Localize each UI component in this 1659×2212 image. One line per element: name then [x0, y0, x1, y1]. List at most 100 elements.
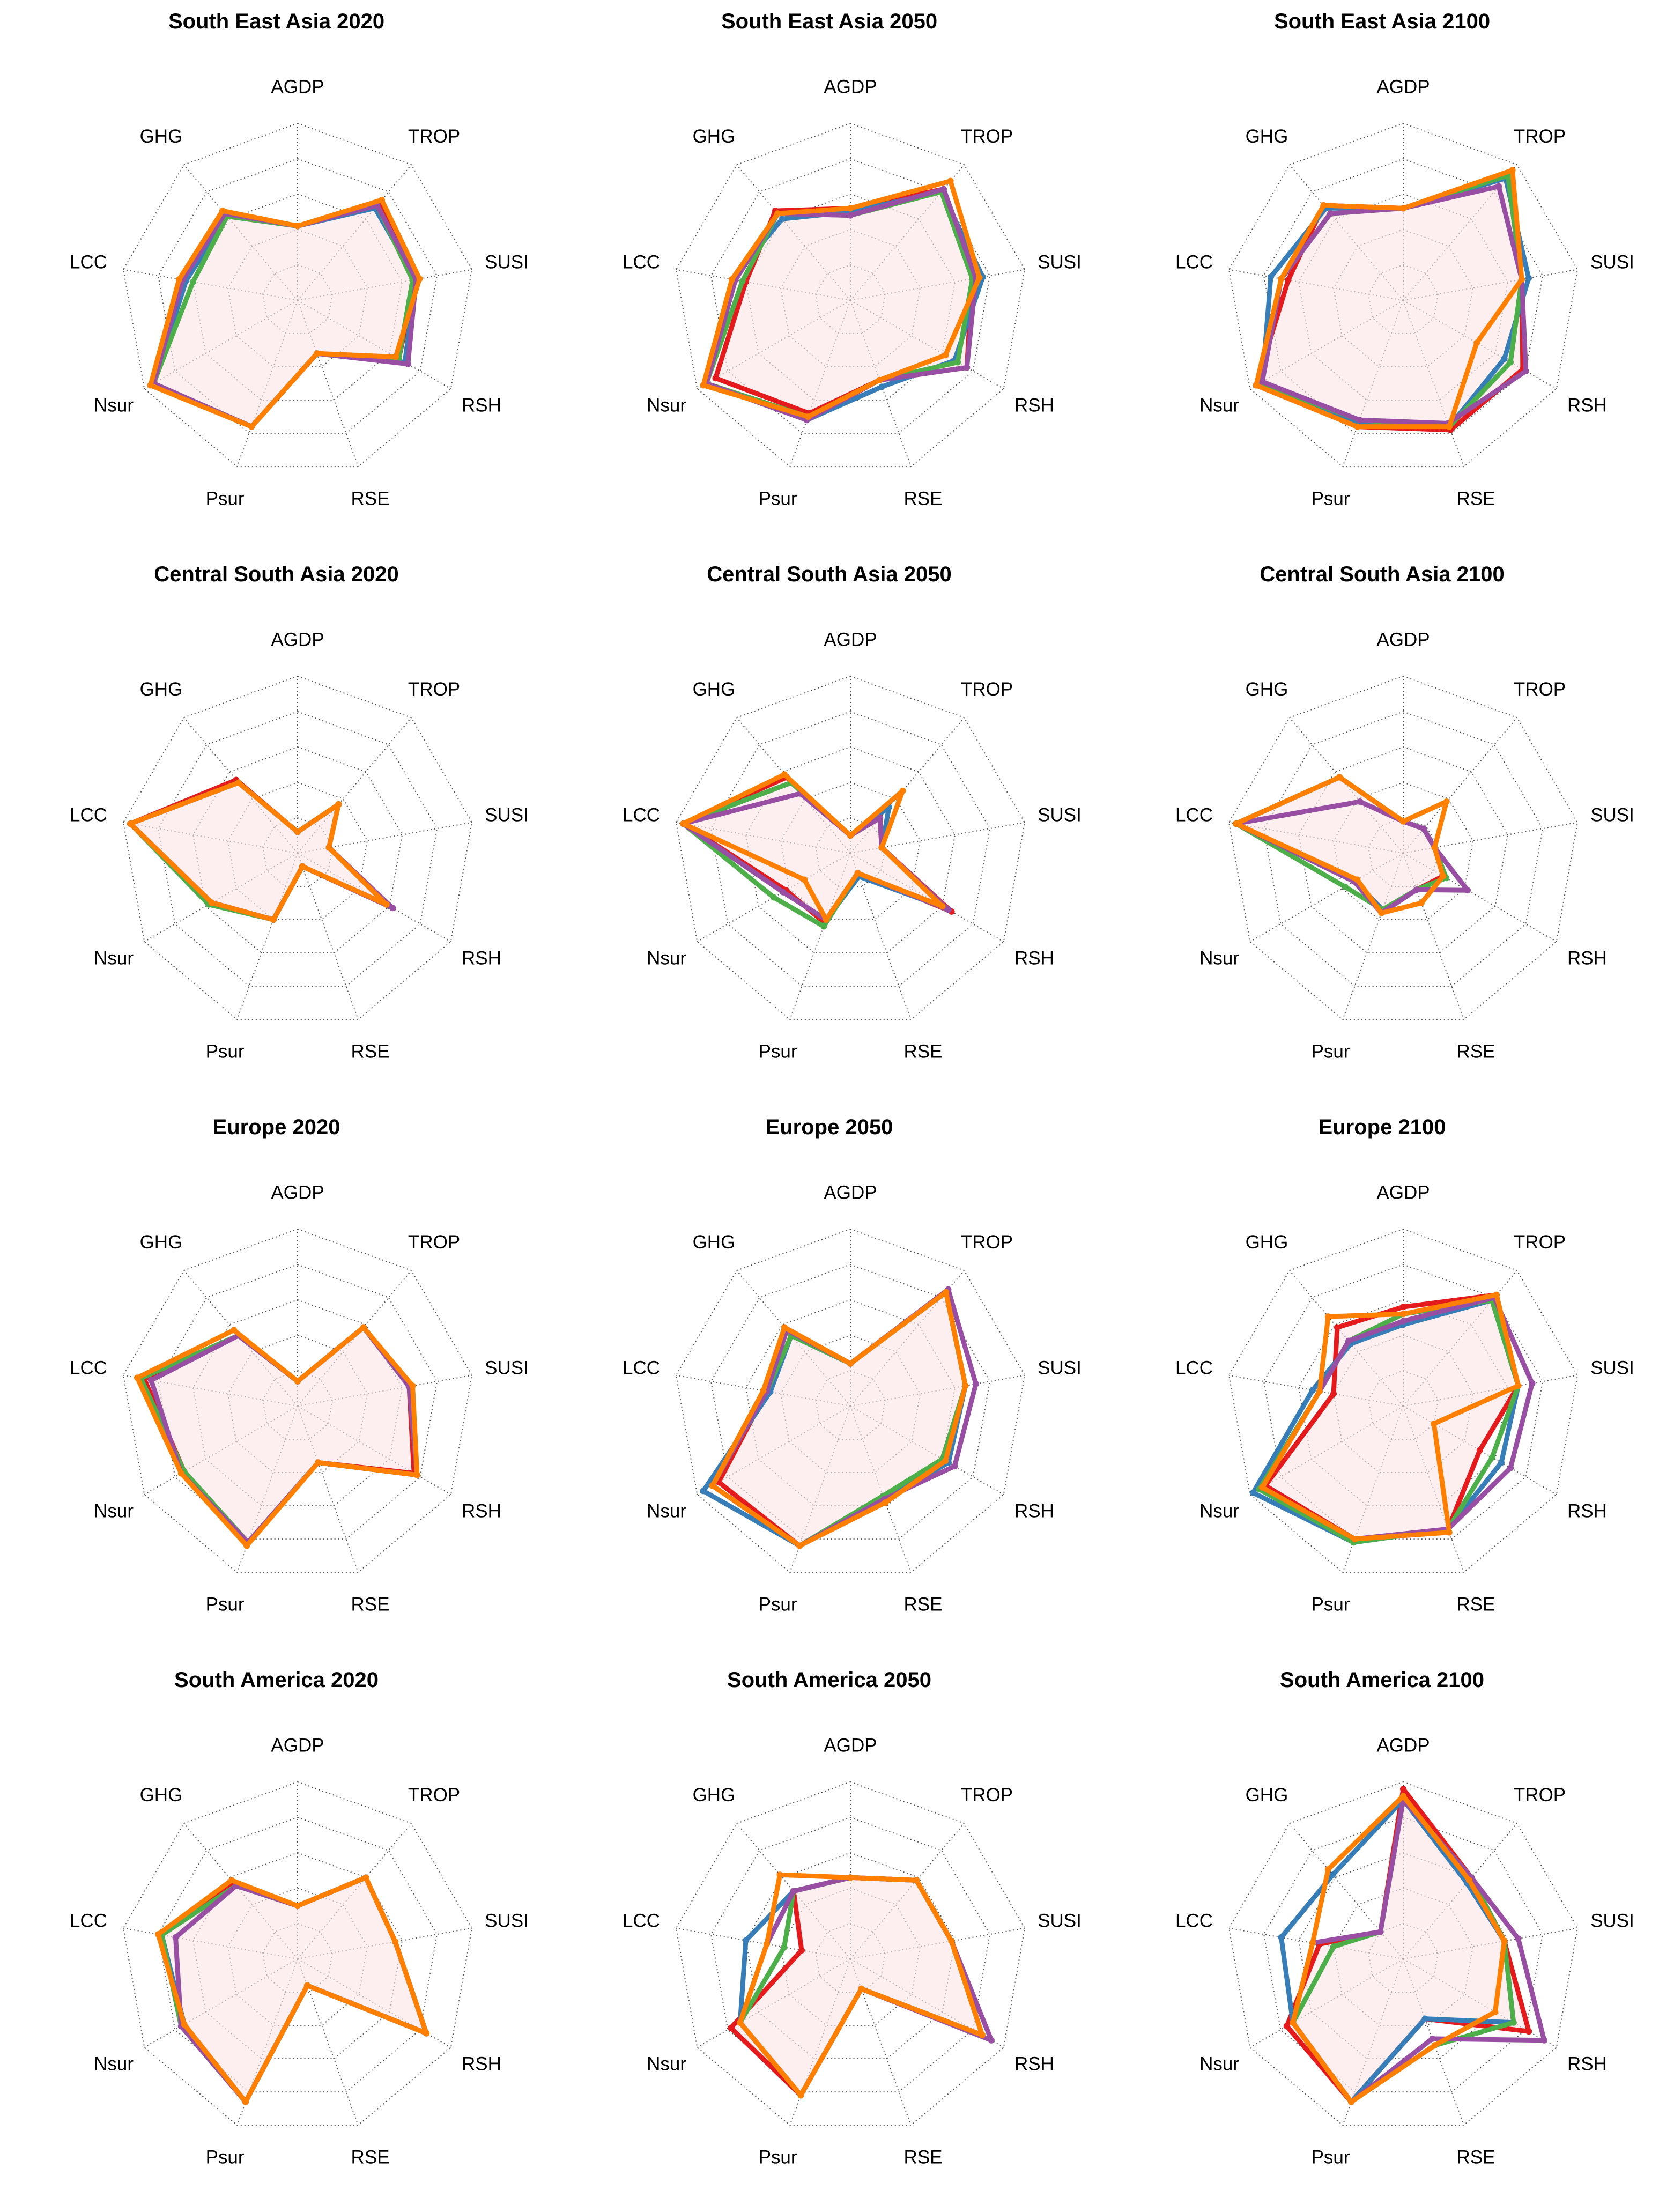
grid-ring [122, 1228, 473, 1573]
axis-label: Nsur [647, 948, 686, 968]
data-point [1400, 1311, 1406, 1318]
grid-spoke [297, 300, 359, 467]
axis-label: RSE [351, 1041, 389, 1062]
data-point [847, 1874, 854, 1881]
data-point [1354, 423, 1361, 430]
axis-label: RSH [1014, 395, 1054, 416]
axis-label: TROP [961, 679, 1013, 700]
axis-label: AGDP [1376, 1735, 1430, 1756]
data-point [1431, 2042, 1438, 2049]
radar-panel: Central South Asia 2020 AGDP TROP SUSI RSH RS… [0, 553, 553, 1106]
data-point [709, 1482, 716, 1489]
axis-label: Psur [206, 488, 245, 509]
series-line [148, 197, 422, 430]
area-fill [719, 1292, 966, 1546]
data-point [878, 383, 885, 390]
data-point [796, 1542, 803, 1549]
data-point [1283, 2023, 1290, 2030]
grid-spoke [183, 717, 298, 854]
data-point [1515, 1382, 1522, 1389]
data-point [1510, 2019, 1517, 2026]
data-point [962, 1382, 969, 1389]
data-point [1540, 2037, 1547, 2044]
series-line [1233, 799, 1470, 916]
data-point [1400, 1786, 1406, 1793]
data-point [942, 352, 949, 359]
grid-spoke [1289, 717, 1404, 854]
panel-title: Central South Asia 2050 [707, 563, 952, 586]
data-point [847, 205, 854, 212]
axis-label: AGDP [824, 1735, 877, 1756]
axis-label: RSE [351, 2147, 389, 2167]
panel-title: Europe 2020 [212, 1115, 340, 1139]
data-point [972, 1380, 979, 1387]
grid-ring [675, 675, 1026, 1020]
radar-panel: South America 2020 AGDP TROP SUSI RSH RSE Psur… [0, 1659, 553, 2211]
data-point [1316, 1388, 1323, 1395]
data-point [804, 413, 811, 420]
radar-plot: AGDP TROP SUSI RSH RSE Psur Nsur LCC GHG [623, 1735, 1082, 2167]
axis-label: SUSI [485, 1910, 529, 1931]
radar-panel: Central South Asia 2100 AGDP TROP SUSI RSH RS… [1106, 553, 1658, 1106]
axis-label: TROP [408, 1785, 460, 1806]
data-point [1495, 183, 1502, 190]
data-point [1507, 359, 1514, 366]
data-point [1325, 1313, 1332, 1320]
data-point [964, 364, 971, 371]
axis-label: LCC [623, 1357, 660, 1378]
axis-label: TROP [1514, 679, 1566, 700]
grid-ring [1263, 711, 1544, 987]
axis-label: AGDP [824, 76, 877, 97]
data-point [242, 2098, 249, 2105]
data-point [294, 828, 301, 835]
grid-ring [262, 817, 334, 887]
radar-panel: Europe 2020 AGDP TROP SUSI RSH RSE Psur Nsur LCC… [0, 1106, 553, 1659]
grid-spoke [297, 1927, 472, 1959]
grid-spoke [850, 1927, 1025, 1959]
data-point [847, 1360, 854, 1367]
data-point [208, 899, 215, 906]
axis-label: Nsur [647, 2053, 686, 2074]
grid-ring [675, 122, 1026, 468]
grid-ring [710, 158, 991, 434]
grid-spoke [850, 300, 912, 467]
series-line [128, 780, 389, 922]
series-line [1260, 1292, 1521, 1542]
grid-spoke [676, 1927, 851, 1959]
axis-label: SUSI [1038, 804, 1082, 825]
data-point [877, 815, 884, 822]
axis-label: TROP [408, 1232, 460, 1253]
grid-spoke [850, 300, 1004, 389]
axis-label: LCC [623, 251, 660, 272]
axis-label: SUSI [1590, 251, 1634, 272]
data-point [945, 906, 952, 913]
grid-spoke [123, 269, 298, 301]
grid-spoke [697, 853, 851, 942]
data-point [1309, 1387, 1316, 1394]
data-point [1529, 1380, 1536, 1387]
grid-ring [710, 711, 991, 987]
data-point [847, 212, 854, 219]
data-point [1501, 355, 1508, 362]
axis-label: GHG [1246, 1232, 1288, 1253]
panel-title: Central South Asia 2020 [154, 563, 399, 586]
data-point [743, 1937, 750, 1944]
axis-label: Nsur [1199, 2053, 1239, 2074]
data-point [1443, 798, 1450, 805]
axis-label: LCC [623, 804, 660, 825]
axis-label: RSH [1567, 1500, 1607, 1521]
data-point [1400, 1304, 1406, 1311]
grid-ring [157, 158, 438, 434]
panel-title: Central South Asia 2100 [1260, 563, 1505, 586]
grid-ring [745, 1852, 956, 2060]
data-point [294, 223, 301, 230]
data-point [1351, 1536, 1358, 1543]
data-point [423, 2030, 430, 2037]
panel-title: South America 2050 [727, 1668, 931, 1692]
grid-spoke [1403, 853, 1557, 942]
series-line [737, 1872, 985, 2098]
data-point [913, 1877, 920, 1884]
series-line [701, 179, 982, 419]
grid-spoke [183, 1823, 298, 1959]
data-point [1429, 2035, 1436, 2042]
